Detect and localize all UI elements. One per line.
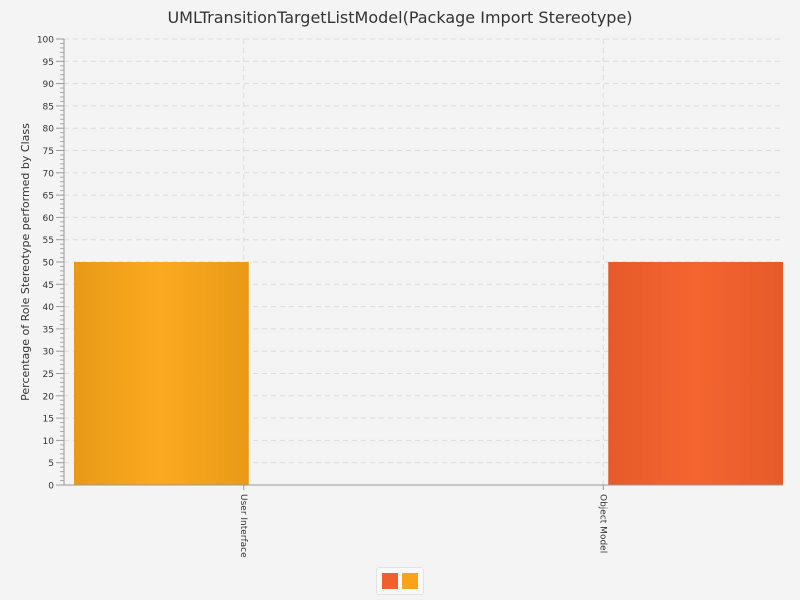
y-tick-label: 65 <box>43 192 54 202</box>
bar-object-model <box>608 262 783 485</box>
y-axis-title: Percentage of Role Stereotype performed … <box>19 123 32 401</box>
y-tick-label: 50 <box>43 259 55 269</box>
y-tick-label: 15 <box>43 415 54 425</box>
x-tick-label: Object Model <box>597 494 607 553</box>
legend-swatch-user-interface <box>402 573 418 589</box>
legend-swatch-object-model <box>382 573 398 589</box>
y-tick-label: 40 <box>43 303 55 313</box>
y-tick-label: 55 <box>43 236 54 246</box>
chart-legend <box>376 567 424 595</box>
y-tick-label: 90 <box>43 80 55 90</box>
y-tick-label: 100 <box>37 36 54 46</box>
y-tick-label: 80 <box>43 125 55 135</box>
y-tick-label: 0 <box>48 482 54 492</box>
y-tick-label: 35 <box>43 325 54 335</box>
y-tick-label: 20 <box>43 392 55 402</box>
y-tick-label: 60 <box>43 214 55 224</box>
bars <box>74 262 783 485</box>
bar-user-interface <box>74 262 249 485</box>
x-axis: User Interface Object Model <box>238 485 607 558</box>
y-tick-label: 45 <box>43 281 54 291</box>
y-tick-label: 5 <box>48 459 54 469</box>
y-tick-label: 30 <box>43 348 55 358</box>
y-tick-label: 25 <box>43 370 54 380</box>
y-axis: 0 5 10 15 20 25 30 35 40 45 50 55 60 65 70 75 80 85 90 95 10… <box>37 36 783 492</box>
y-tick-label: 70 <box>43 169 55 179</box>
x-tick-label: User Interface <box>238 494 248 558</box>
y-tick-label: 75 <box>43 147 54 157</box>
y-tick-label: 95 <box>43 58 54 68</box>
chart-title: UMLTransitionTargetListModel(Package Imp… <box>167 8 633 27</box>
y-tick-label: 10 <box>43 437 55 447</box>
y-tick-label: 85 <box>43 102 54 112</box>
